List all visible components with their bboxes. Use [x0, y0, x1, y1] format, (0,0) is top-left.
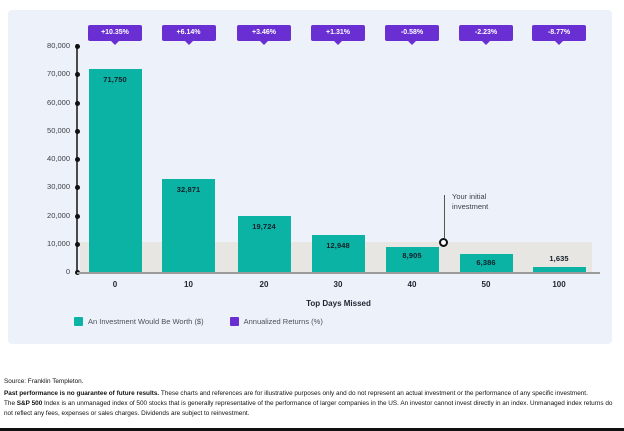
bar-value-label: 19,724 — [252, 222, 276, 232]
bar-top-days-100 — [532, 267, 586, 272]
y-axis-tick-dot — [75, 213, 80, 219]
bar-top-days-0 — [88, 69, 142, 272]
legend-item-investment: An Investment Would Be Worth ($) — [74, 317, 204, 326]
y-axis-tick-dot — [75, 72, 80, 78]
legend: An Investment Would Be Worth ($) Annuali… — [74, 317, 323, 326]
x-axis-line — [77, 272, 600, 274]
annotation-line — [444, 195, 445, 238]
bar-top-days-30 — [311, 235, 365, 272]
bottom-border — [0, 428, 624, 431]
bar-value-label: 6,386 — [476, 257, 496, 267]
y-axis-tick-label: 50,000 — [47, 125, 70, 135]
bar-value-label: 12,948 — [326, 241, 350, 251]
y-axis-tick-label: 80,000 — [47, 41, 70, 50]
x-axis-title: Top Days Missed — [306, 299, 371, 308]
legend-item-returns: Annualized Returns (%) — [229, 317, 323, 326]
x-axis-category-label: 0 — [112, 280, 118, 289]
investment-series-swatch — [74, 317, 83, 326]
bar-top-days-40 — [385, 246, 439, 272]
annualized-return-badge: -2.23% — [459, 25, 513, 41]
bar-value-label: 1,635 — [549, 254, 569, 264]
returns-series-swatch — [229, 317, 239, 326]
y-axis-tick-label: 40,000 — [47, 154, 70, 163]
annualized-return-badge: +3.46% — [237, 25, 291, 41]
bar-top-days-10 — [162, 179, 215, 272]
bar-value-label: 71,750 — [103, 75, 127, 85]
annualized-return-badge: -8.77% — [532, 25, 586, 41]
bar-top-days-50 — [459, 253, 513, 272]
bar-value-label: 32,871 — [176, 185, 201, 195]
annualized-return-badge: +6.14% — [161, 25, 216, 41]
y-axis-tick-label: 60,000 — [47, 97, 70, 107]
legend-label-returns: Annualized Returns (%) — [243, 317, 323, 326]
disclaimer-paragraph-2: The S&P 500 Index is an unmanaged index … — [4, 399, 613, 417]
annotation-label-line1: Your initial — [452, 192, 487, 201]
annualized-return-badge: +1.31% — [311, 25, 365, 41]
y-axis-tick-label: 10,000 — [47, 238, 70, 248]
y-axis-tick-dot — [75, 185, 80, 191]
x-axis-category-label: 40 — [407, 280, 417, 289]
annualized-return-badge: -0.58% — [385, 25, 439, 41]
x-axis-category-label: 50 — [481, 280, 491, 289]
y-axis-tick-label: 30,000 — [47, 182, 70, 192]
annotation-marker-circle — [439, 238, 448, 247]
y-axis-tick-dot — [75, 100, 80, 106]
chart-card: +10.35% +6.14% +3.46% +1.31% -0.58% -2.23% -8.… — [8, 10, 612, 344]
x-axis-category-label: 100 — [552, 280, 566, 289]
y-axis-tick-label: 0 — [65, 267, 70, 276]
y-axis-tick-dot — [75, 241, 80, 247]
disclaimer-paragraph-1: Past performance is no guarantee of futu… — [4, 390, 588, 397]
annualized-return-badge: +10.35% — [88, 25, 142, 41]
x-axis-category-label: 30 — [333, 280, 343, 289]
x-axis-category-label: 10 — [184, 280, 193, 289]
y-axis-tick-dot — [75, 44, 80, 49]
x-axis-category-label: 20 — [259, 280, 269, 289]
y-axis-tick-dot — [75, 128, 80, 134]
bar-value-label: 8,905 — [402, 250, 422, 260]
annotation-label: Your initial investment — [452, 192, 488, 212]
y-axis-tick-label: 70,000 — [47, 69, 70, 79]
y-axis-tick-dot — [75, 157, 80, 162]
legend-label-investment: An Investment Would Be Worth ($) — [88, 317, 204, 326]
y-axis-tick-label: 20,000 — [47, 210, 70, 220]
footnotes: Source: Franklin Templeton. Past perform… — [4, 378, 620, 419]
annotation-label-line2: investment — [452, 202, 489, 212]
disclaimer-text: Past performance is no guarantee of futu… — [4, 389, 620, 419]
source-line: Source: Franklin Templeton. — [4, 378, 84, 385]
bar-top-days-20 — [237, 216, 291, 272]
